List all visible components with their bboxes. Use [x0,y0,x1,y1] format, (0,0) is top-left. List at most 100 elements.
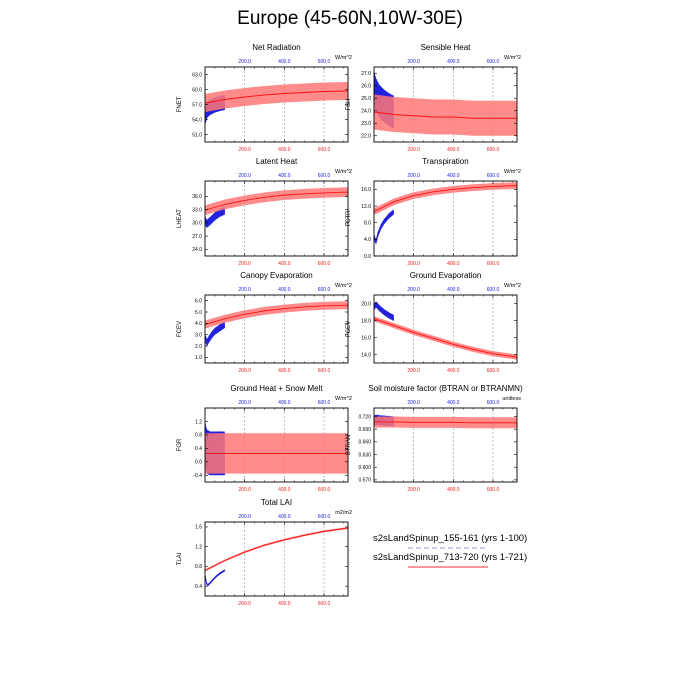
y-tick-label: 12.0 [361,204,371,210]
y-tick-label: 1.0 [195,355,202,361]
x-tick-label-top: 400.0 [278,514,291,520]
x-tick-label-bottom: 400.0 [278,368,291,374]
y-tick-label: 0.0 [195,460,202,466]
panel-units: W/m^2 [504,55,521,61]
x-tick-label-bottom: 400.0 [278,601,291,607]
series-mean-155-161 [204,569,226,586]
x-tick-label-bottom: 600.0 [318,261,331,267]
x-tick-label-top: 200.0 [238,400,251,406]
x-tick-label-bottom: 600.0 [318,368,331,374]
series-mean-155-161 [373,211,395,244]
x-tick-label-top: 200.0 [407,400,420,406]
y-tick-label: 1.2 [195,544,202,550]
series-mean-713-720 [204,527,349,571]
plot-frame [204,521,349,597]
y-axis-label: FGR [177,438,183,451]
y-tick-label: 25.0 [361,96,371,102]
y-tick-label: 4.0 [195,321,202,327]
plot-frame [204,294,349,364]
x-tick-label-top: 600.0 [318,173,331,179]
x-tick-label-bottom: 400.0 [278,261,291,267]
plot-frame [204,180,349,257]
y-tick-label: 26.0 [361,84,371,90]
x-tick-label-bottom: 200.0 [407,261,420,267]
series-line-713-720 [204,82,349,112]
x-tick-label-bottom: 600.0 [487,368,500,374]
panel-title: Net Radiation [252,43,300,52]
y-tick-label: 3.0 [195,332,202,338]
x-tick-label-top: 200.0 [238,287,251,293]
y-tick-label: 0.8 [195,564,202,570]
y-tick-label: 24.0 [361,109,371,115]
panel-title: Ground Heat + Snow Melt [230,384,323,393]
y-tick-label: 14.0 [361,352,371,358]
y-tick-label: 54.0 [192,117,202,123]
y-tick-label: 60.0 [192,87,202,93]
y-tick-label: 0.8 [195,433,202,439]
y-axis-label: TLAI [177,552,183,565]
x-tick-label-bottom: 200.0 [407,147,420,153]
page-title: Europe (45-60N,10W-30E) [237,8,463,29]
panel-title: Sensible Heat [421,43,472,52]
y-tick-label: 22.0 [361,134,371,140]
x-tick-label-bottom: 400.0 [278,147,291,153]
plot-frame [373,407,518,483]
y-tick-label: 36.0 [192,194,202,200]
legend-entry-run1: s2sLandSpinup_155-161 (yrs 1-100) [373,533,527,544]
x-tick-label-bottom: 400.0 [278,487,291,493]
y-tick-label: 63.0 [192,72,202,78]
y-axis-label: FGEV [346,321,352,337]
x-tick-label-bottom: 600.0 [318,487,331,493]
x-tick-label-top: 600.0 [487,59,500,65]
x-tick-label-bottom: 400.0 [447,368,460,374]
x-tick-label-bottom: 200.0 [238,487,251,493]
panel-units: W/m^2 [504,169,521,175]
series-line-713-720 [373,316,518,360]
y-tick-label: -0.4 [193,473,202,479]
x-tick-label-bottom: 200.0 [238,147,251,153]
y-tick-label: 51.0 [192,132,202,138]
y-tick-label: 6.0 [195,298,202,304]
panel-title: Canopy Evaporation [240,271,313,280]
x-tick-label-bottom: 400.0 [447,147,460,153]
legend-entry-run2: s2sLandSpinup_713-720 (yrs 1-721) [373,552,527,563]
series-mean-713-720 [374,185,518,212]
panel-btran: Soil moisture factor (BTRAN or BTRANMN) u… [346,384,523,493]
panel-fsh: Sensible Heat W/m^2 FSH 22.0 23.0 24.0 25.0 26.… [346,43,521,153]
x-tick-label-top: 400.0 [278,173,291,179]
x-tick-label-top: 200.0 [407,59,420,65]
y-axis-label: FCTR [346,210,352,227]
y-tick-label: 0.4 [195,446,202,452]
panel-fgr: Ground Heat + Snow Melt W/m^2 FGR -0.4 0.0 0.… [177,384,352,493]
x-tick-label-top: 600.0 [318,287,331,293]
y-axis-label: BTRAN [346,435,352,455]
x-tick-label-top: 200.0 [238,59,251,65]
x-tick-label-top: 400.0 [447,173,460,179]
x-tick-label-bottom: 600.0 [487,147,500,153]
y-tick-label: 0.630 [358,452,371,458]
y-tick-label: 4.0 [364,237,371,243]
panel-title: Latent Heat [256,157,298,166]
plot-frame [204,407,349,483]
y-tick-label: 27.0 [192,234,202,240]
x-tick-label-top: 600.0 [318,400,331,406]
y-tick-label: 0.690 [358,427,371,433]
y-axis-label: FCEV [177,321,183,337]
panel-lheat: Latent Heat W/m^2 LHEAT 24.0 27.0 30.0 33.0 36.… [177,157,352,267]
panel-title: Ground Evaporation [410,271,482,280]
series-line-713-720 [204,187,349,215]
y-tick-label: 24.0 [192,247,202,253]
y-tick-label: 0.570 [358,478,371,484]
x-tick-label-top: 600.0 [487,400,500,406]
y-tick-label: 30.0 [192,221,202,227]
x-tick-label-top: 200.0 [407,287,420,293]
plot-frame [373,66,518,143]
x-tick-label-bottom: 600.0 [318,147,331,153]
x-tick-label-bottom: 600.0 [487,487,500,493]
series-mean-155-161 [204,324,226,344]
x-tick-label-top: 600.0 [487,287,500,293]
y-tick-label: 20.0 [361,301,371,307]
x-tick-label-top: 200.0 [238,514,251,520]
y-tick-label: 2.0 [195,344,202,350]
